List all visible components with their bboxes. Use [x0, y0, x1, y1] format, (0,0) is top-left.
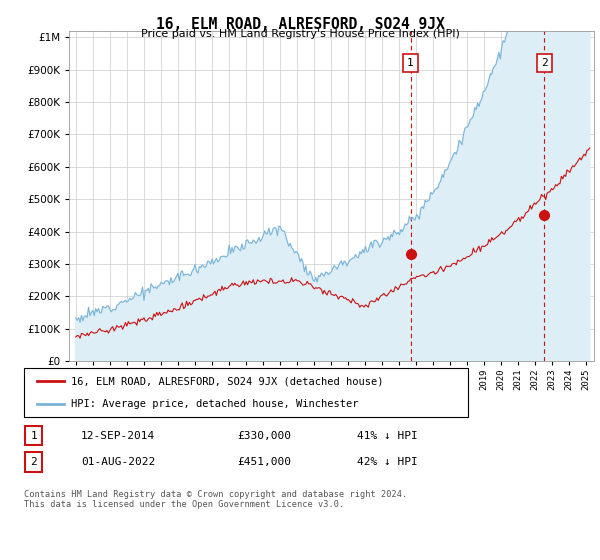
Text: 42% ↓ HPI: 42% ↓ HPI: [357, 457, 418, 467]
Text: 2: 2: [31, 457, 37, 467]
Text: 1: 1: [31, 431, 37, 441]
Text: 1: 1: [407, 58, 414, 68]
Text: 41% ↓ HPI: 41% ↓ HPI: [357, 431, 418, 441]
Text: 16, ELM ROAD, ALRESFORD, SO24 9JX: 16, ELM ROAD, ALRESFORD, SO24 9JX: [155, 17, 445, 32]
Text: HPI: Average price, detached house, Winchester: HPI: Average price, detached house, Winc…: [71, 399, 358, 409]
Text: 12-SEP-2014: 12-SEP-2014: [81, 431, 155, 441]
Text: 01-AUG-2022: 01-AUG-2022: [81, 457, 155, 467]
Text: Price paid vs. HM Land Registry's House Price Index (HPI): Price paid vs. HM Land Registry's House …: [140, 29, 460, 39]
Text: Contains HM Land Registry data © Crown copyright and database right 2024.
This d: Contains HM Land Registry data © Crown c…: [24, 490, 407, 510]
Text: £451,000: £451,000: [237, 457, 291, 467]
Text: 16, ELM ROAD, ALRESFORD, SO24 9JX (detached house): 16, ELM ROAD, ALRESFORD, SO24 9JX (detac…: [71, 376, 383, 386]
Text: £330,000: £330,000: [237, 431, 291, 441]
Text: 2: 2: [541, 58, 548, 68]
